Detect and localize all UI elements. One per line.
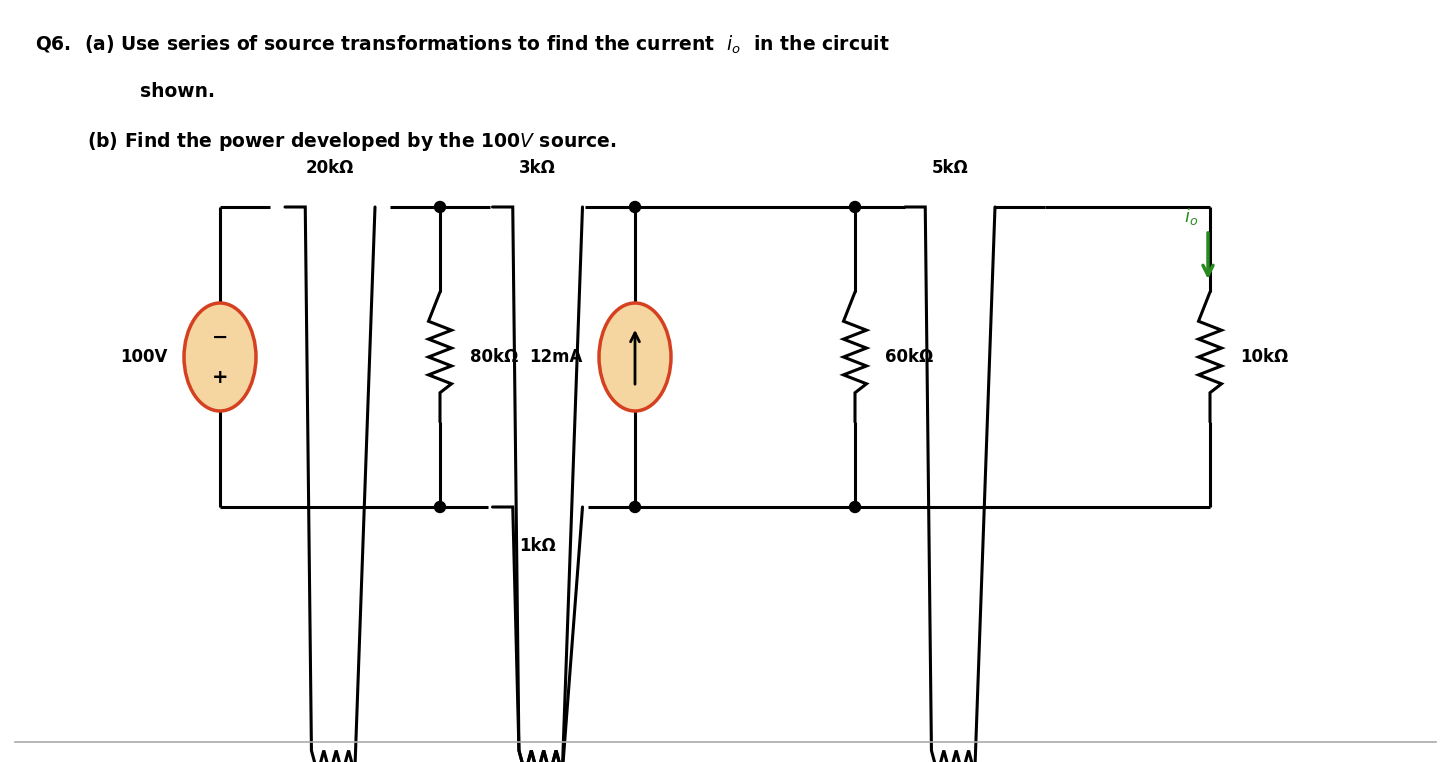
Text: 5kΩ: 5kΩ: [932, 159, 968, 177]
Text: 12mA: 12mA: [530, 348, 583, 366]
Text: 1kΩ: 1kΩ: [519, 537, 556, 555]
Text: (b) Find the power developed by the 100$V$ source.: (b) Find the power developed by the 100$…: [87, 130, 617, 153]
Text: 80kΩ: 80kΩ: [470, 348, 518, 366]
Circle shape: [630, 201, 640, 213]
Text: 60kΩ: 60kΩ: [885, 348, 933, 366]
Circle shape: [630, 501, 640, 513]
Text: $i_o$: $i_o$: [1184, 206, 1199, 227]
Circle shape: [434, 201, 445, 213]
Ellipse shape: [599, 303, 670, 411]
Text: +: +: [212, 367, 228, 386]
Text: 20kΩ: 20kΩ: [306, 159, 354, 177]
Text: 10kΩ: 10kΩ: [1241, 348, 1288, 366]
Text: 100V: 100V: [120, 348, 168, 366]
Text: shown.: shown.: [139, 82, 215, 101]
Text: 3kΩ: 3kΩ: [519, 159, 556, 177]
Circle shape: [434, 501, 445, 513]
Text: Q6.  (a) Use series of source transformations to find the current  $i_o$  in the: Q6. (a) Use series of source transformat…: [35, 34, 889, 56]
Circle shape: [849, 201, 860, 213]
Ellipse shape: [184, 303, 255, 411]
Circle shape: [849, 501, 860, 513]
Text: −: −: [212, 328, 228, 347]
